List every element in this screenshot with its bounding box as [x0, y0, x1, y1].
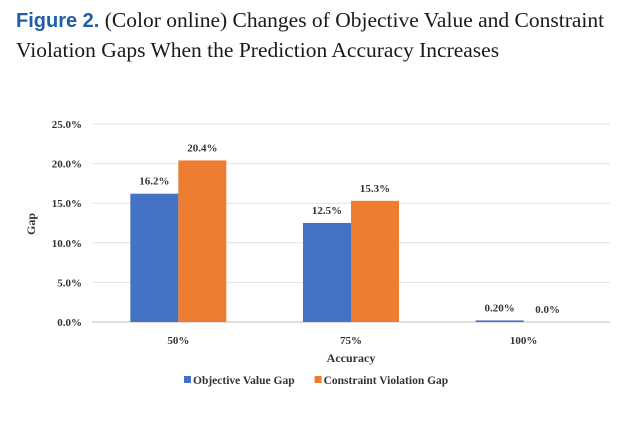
x-tick-label: 100%	[510, 335, 538, 347]
y-tick-label: 5.0%	[57, 277, 82, 289]
y-tick-label: 15.0%	[52, 198, 82, 210]
bar	[475, 320, 524, 322]
y-tick-label: 20.0%	[52, 159, 82, 171]
data-label: 0.0%	[535, 304, 560, 316]
bar	[351, 200, 399, 322]
x-tick-labels: 50% 75% 100%	[167, 335, 537, 347]
bar	[130, 193, 179, 322]
bars	[130, 160, 524, 322]
figure-caption: Figure 2. (Color online) Changes of Obje…	[16, 6, 616, 65]
data-label: 20.4%	[187, 142, 217, 154]
y-tick-label: 25.0%	[52, 119, 82, 131]
x-tick-label: 75%	[340, 335, 362, 347]
legend-swatch	[314, 376, 322, 383]
data-label: 12.5%	[312, 205, 342, 217]
y-tick-label: 10.0%	[52, 238, 82, 250]
x-tick-label: 50%	[167, 335, 189, 347]
figure-label: Figure 2.	[16, 10, 100, 32]
data-label: 16.2%	[139, 176, 169, 188]
legend-swatch	[184, 376, 191, 383]
y-tick-label: 0.0%	[57, 317, 82, 329]
legend-entry: Objective Value Gap	[193, 375, 295, 387]
y-tick-labels: 0.0% 5.0% 10.0% 15.0% 20.0% 25.0%	[52, 119, 82, 329]
x-axis-label: Accuracy	[327, 351, 376, 365]
data-label: 0.20%	[485, 302, 515, 314]
legend: Objective Value Gap Constraint Violation …	[184, 375, 448, 387]
data-labels: 16.2% 20.4% 12.5% 15.3% 0.20% 0.0%	[139, 142, 560, 316]
caption-text: (Color online) Changes of Objective Valu…	[16, 8, 605, 62]
data-label: 15.3%	[360, 183, 390, 195]
bar	[303, 223, 351, 322]
bar	[178, 160, 227, 322]
y-axis-label: Gap	[24, 213, 38, 235]
legend-entry: Constraint Violation Gap	[324, 375, 449, 387]
